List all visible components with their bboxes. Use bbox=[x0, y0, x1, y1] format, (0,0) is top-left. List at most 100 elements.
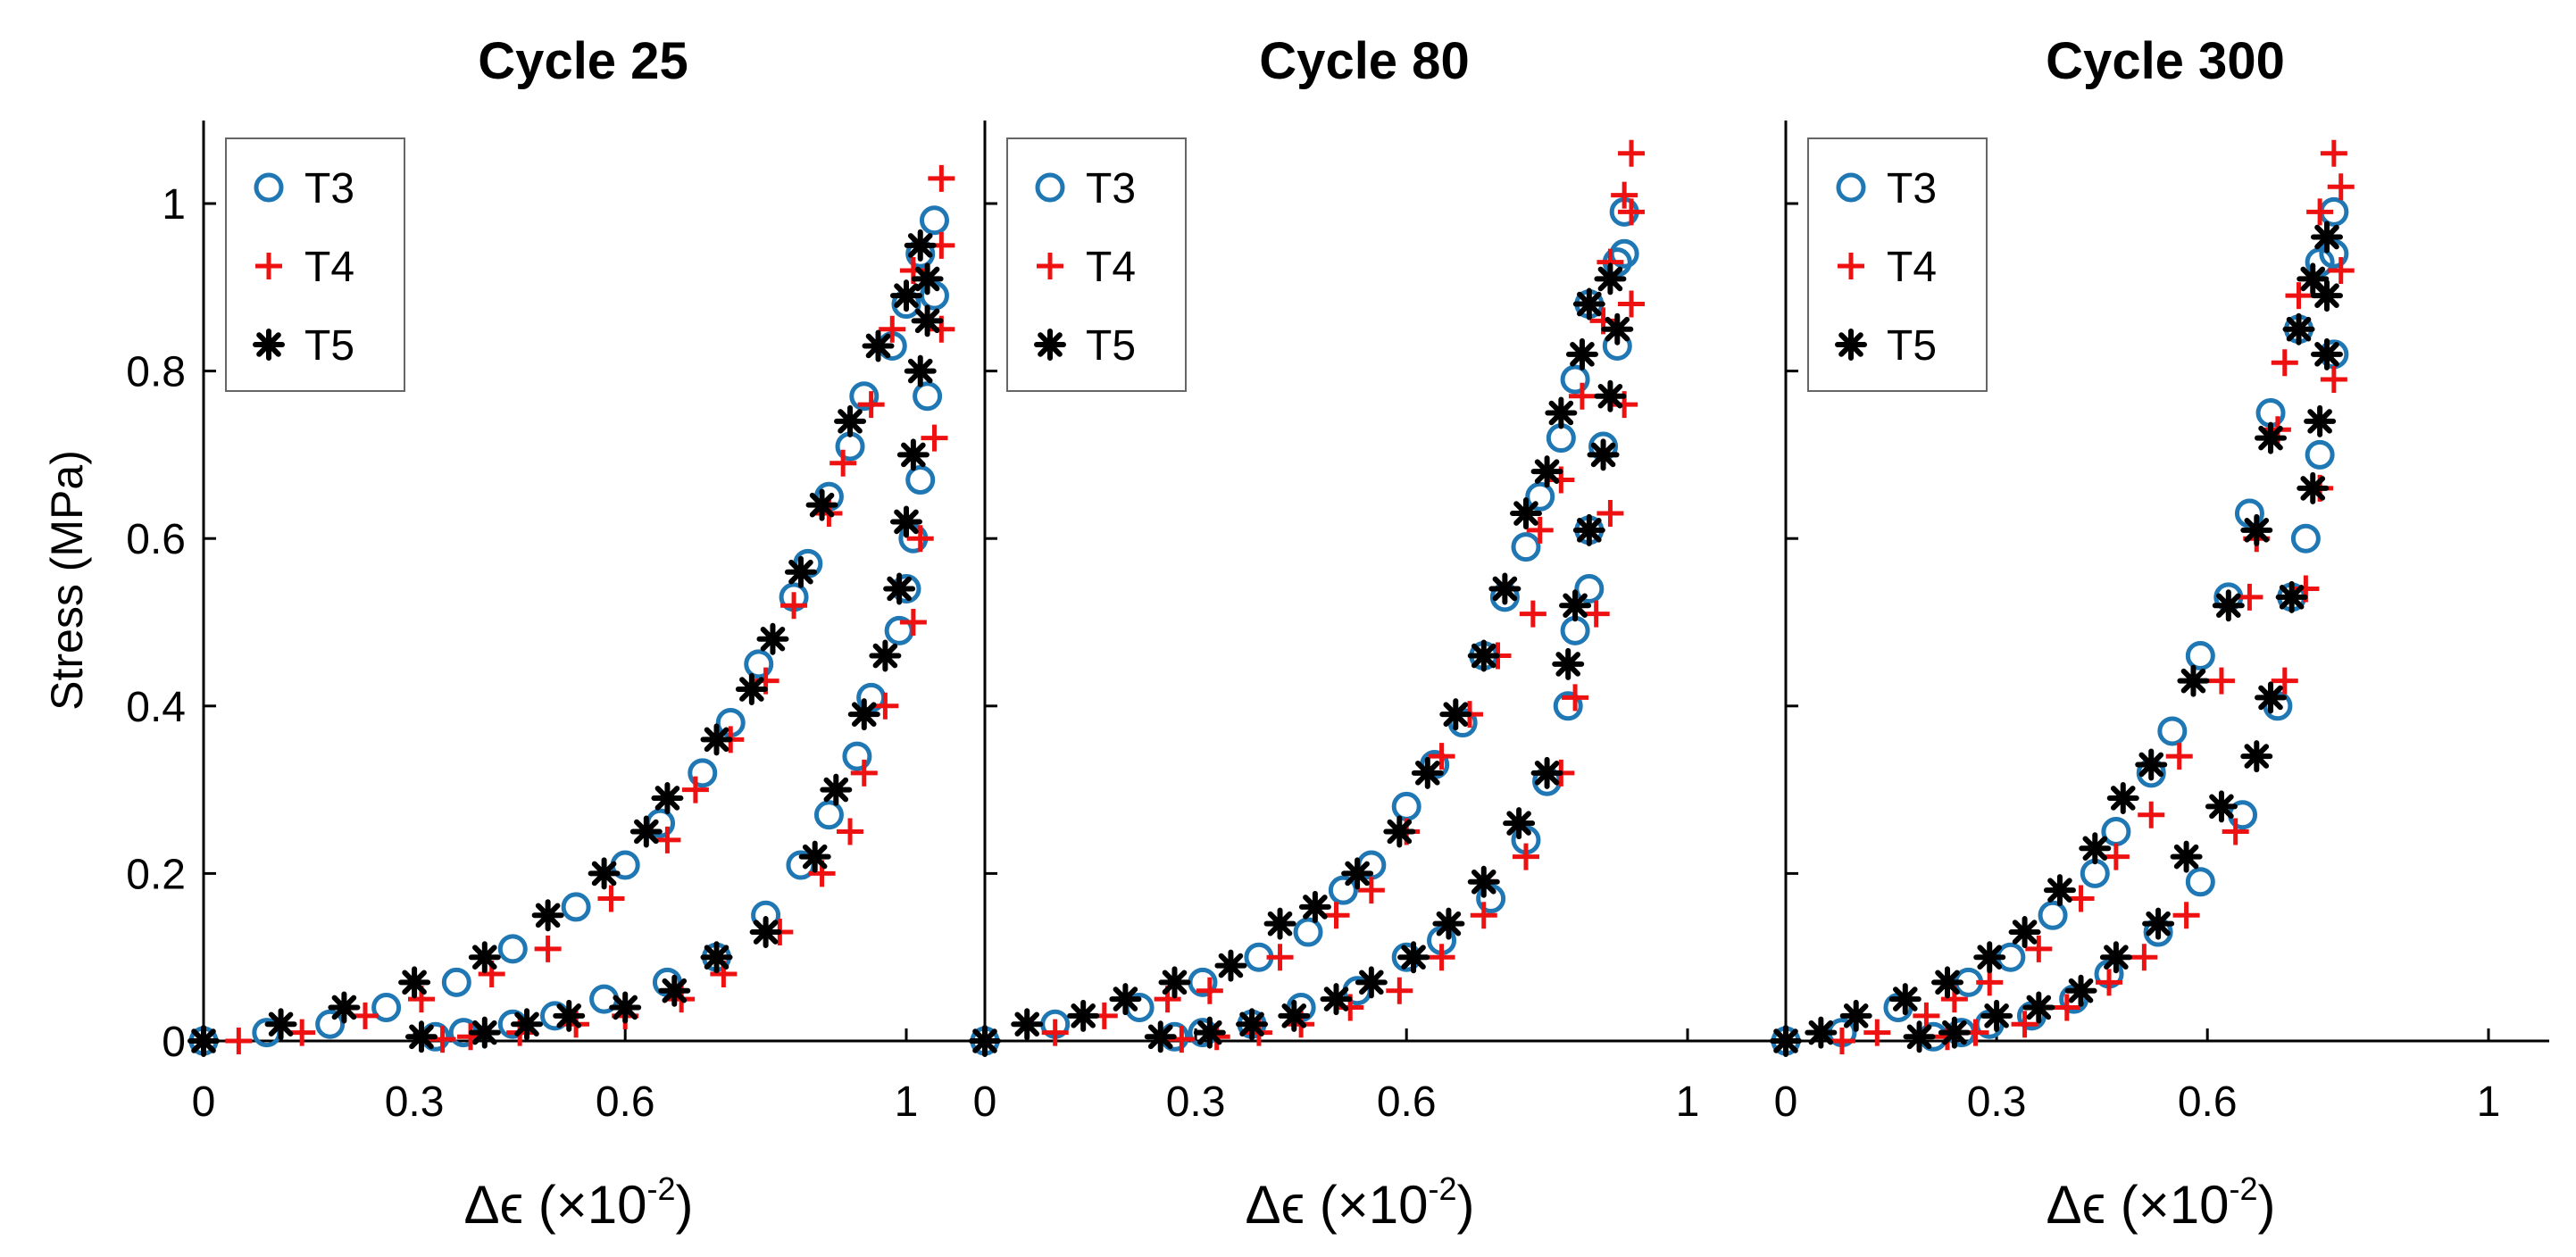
series-T5 bbox=[969, 262, 1634, 1057]
data-point bbox=[2099, 941, 2132, 974]
legend-label: T5 bbox=[1887, 322, 1937, 370]
x-axis-label-close: ) bbox=[676, 1175, 694, 1235]
data-point bbox=[629, 815, 663, 848]
data-point bbox=[264, 1008, 297, 1041]
data-point bbox=[2185, 867, 2215, 897]
data-point bbox=[1511, 532, 1541, 562]
data-point bbox=[352, 1002, 379, 1029]
x-axis-label-exponent: -2 bbox=[1429, 1170, 1457, 1207]
legend-label: T3 bbox=[304, 165, 354, 212]
legend-label: T4 bbox=[1086, 244, 1136, 291]
data-point bbox=[1322, 902, 1350, 929]
data-point bbox=[784, 555, 817, 588]
data-point bbox=[398, 966, 431, 999]
data-point bbox=[1320, 983, 1353, 1016]
data-point bbox=[497, 934, 528, 964]
legend: T3 T4 T5 bbox=[225, 137, 405, 392]
data-point bbox=[2038, 900, 2068, 930]
data-point bbox=[899, 609, 927, 636]
data-point bbox=[2320, 139, 2347, 167]
data-point bbox=[911, 304, 944, 337]
data-point bbox=[2297, 262, 2330, 296]
x-tick-label: 1 bbox=[1676, 1078, 1700, 1126]
data-point bbox=[869, 639, 902, 672]
data-point bbox=[2011, 1011, 2038, 1038]
legend-marker bbox=[255, 253, 282, 279]
x-axis-label-close: ) bbox=[2258, 1175, 2276, 1235]
data-point bbox=[1552, 647, 1585, 680]
data-point bbox=[813, 800, 844, 830]
x-axis-label: Δϵ (×10-2) bbox=[463, 1170, 693, 1235]
y-tick-label: 0 bbox=[162, 1019, 186, 1066]
data-point bbox=[896, 438, 930, 471]
x-tick-label: 0 bbox=[1774, 1078, 1798, 1126]
data-point bbox=[2106, 781, 2139, 814]
data-point bbox=[1572, 513, 1605, 546]
y-tick-label: 0.8 bbox=[126, 349, 186, 396]
data-point bbox=[2222, 818, 2249, 845]
data-point bbox=[2185, 641, 2215, 671]
data-point bbox=[1828, 1028, 1855, 1054]
data-point bbox=[1067, 999, 1100, 1032]
data-point bbox=[1525, 481, 1555, 512]
data-point bbox=[913, 381, 943, 412]
data-point bbox=[1503, 807, 1536, 840]
data-point bbox=[1386, 977, 1413, 1004]
data-point bbox=[2305, 439, 2335, 470]
data-point bbox=[1266, 944, 1294, 971]
legend-label: T5 bbox=[1086, 322, 1136, 370]
data-point bbox=[862, 329, 895, 362]
data-point bbox=[1572, 287, 1605, 320]
data-point bbox=[1618, 139, 1646, 167]
data-point bbox=[1562, 684, 1589, 712]
data-point bbox=[534, 935, 562, 962]
data-point bbox=[1278, 999, 1311, 1032]
data-point bbox=[829, 449, 857, 477]
panel-title: Cycle 300 bbox=[2046, 32, 2285, 90]
data-point bbox=[1582, 600, 1610, 628]
data-point bbox=[1193, 1016, 1226, 1049]
legend-marker bbox=[253, 329, 285, 361]
y-tick-label: 1 bbox=[162, 181, 186, 229]
data-point bbox=[1355, 966, 1388, 999]
data-point bbox=[1839, 999, 1872, 1032]
data-point bbox=[2297, 471, 2330, 504]
x-tick-label: 0.6 bbox=[596, 1078, 655, 1126]
data-point bbox=[928, 164, 955, 192]
data-point bbox=[2240, 740, 2273, 773]
data-point bbox=[1770, 1025, 1802, 1057]
legend-marker bbox=[1836, 172, 1866, 203]
data-point bbox=[2290, 523, 2321, 554]
data-point bbox=[919, 205, 949, 236]
x-tick-label: 0.3 bbox=[1166, 1078, 1226, 1126]
data-point bbox=[1863, 1019, 1891, 1046]
data-point bbox=[2170, 840, 2203, 873]
x-axis-label-main: Δϵ (×10 bbox=[463, 1175, 646, 1235]
data-point bbox=[654, 826, 681, 853]
data-point bbox=[1109, 983, 1142, 1016]
data-point bbox=[1980, 999, 2013, 1032]
panel-3: Cycle 300 0 0.3 0.6 1 Δϵ (×10-2) T3 T4 T5 bbox=[1770, 32, 2549, 1235]
data-point bbox=[2022, 991, 2055, 1024]
data-point bbox=[1196, 977, 1223, 1004]
data-point bbox=[2165, 743, 2193, 770]
data-point bbox=[1560, 364, 1590, 395]
legend-label: T4 bbox=[1887, 244, 1937, 291]
data-point bbox=[2275, 580, 2308, 613]
data-point bbox=[921, 424, 948, 452]
data-point bbox=[553, 999, 586, 1032]
data-point bbox=[2240, 513, 2273, 546]
data-point bbox=[1611, 181, 1638, 209]
x-tick-label: 0.3 bbox=[385, 1078, 445, 1126]
data-point bbox=[1546, 423, 1576, 454]
data-point bbox=[225, 1028, 253, 1054]
panel-title: Cycle 80 bbox=[1259, 32, 1469, 90]
data-point bbox=[1545, 396, 1578, 429]
data-point bbox=[749, 916, 782, 949]
data-point bbox=[1509, 497, 1542, 530]
data-point bbox=[700, 941, 733, 974]
x-tick-label: 0.6 bbox=[2178, 1078, 2238, 1126]
data-point bbox=[2135, 748, 2168, 781]
series-T5 bbox=[1770, 221, 2343, 1057]
